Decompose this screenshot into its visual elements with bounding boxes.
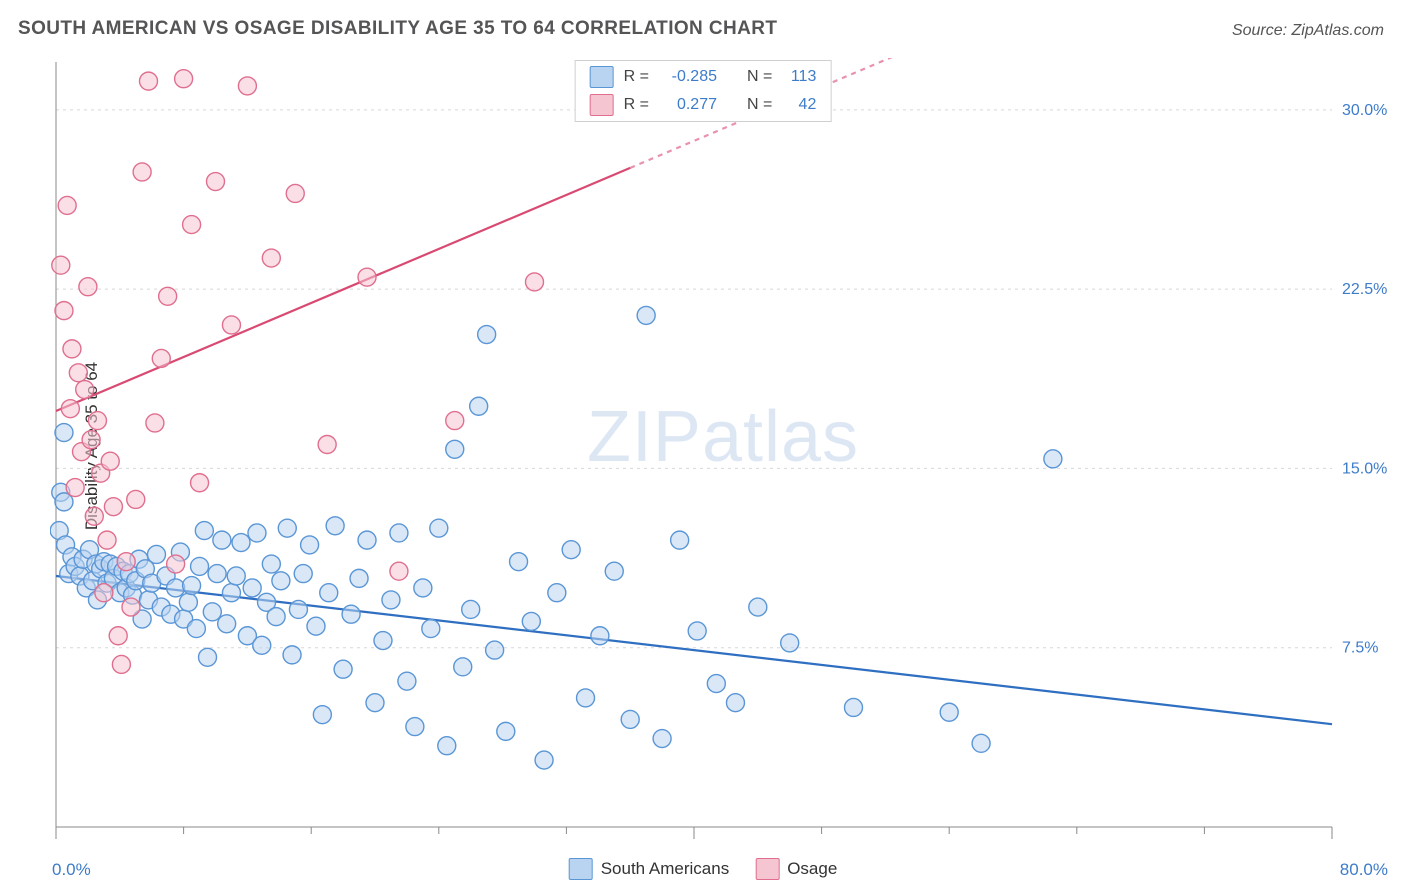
legend-swatch-2 [755, 858, 779, 880]
plot-area: 7.5%15.0%22.5%30.0% ZIPatlas [50, 58, 1396, 847]
r-value-1: -0.285 [659, 68, 717, 86]
chart-title: SOUTH AMERICAN VS OSAGE DISABILITY AGE 3… [18, 18, 777, 40]
legend-swatch-1 [569, 858, 593, 880]
n-label: N = [747, 68, 772, 86]
series-legend: South Americans Osage [569, 858, 838, 880]
legend-label-1: South Americans [601, 859, 730, 879]
svg-text:30.0%: 30.0% [1342, 102, 1387, 119]
legend-label-2: Osage [787, 859, 837, 879]
chart-source: Source: ZipAtlas.com [1232, 22, 1384, 40]
chart-svg: 7.5% 15.0% 22.5% 30.0% [50, 58, 1396, 847]
n-value-1: 113 [782, 68, 816, 86]
n-label-2: N = [747, 96, 772, 114]
legend-row-1: R = -0.285 N = 113 [576, 63, 831, 91]
legend-row-2: R = 0.277 N = 42 [576, 91, 831, 119]
x-axis-end-label: 80.0% [1340, 860, 1388, 880]
n-value-2: 42 [782, 96, 816, 114]
r-label: R = [624, 68, 649, 86]
legend-item-2: Osage [755, 858, 837, 880]
x-axis-start-label: 0.0% [52, 860, 91, 880]
svg-text:22.5%: 22.5% [1342, 281, 1387, 298]
svg-text:7.5%: 7.5% [1342, 640, 1378, 657]
svg-text:15.0%: 15.0% [1342, 460, 1387, 477]
correlation-legend: R = -0.285 N = 113 R = 0.277 N = 42 [575, 60, 832, 122]
legend-item-1: South Americans [569, 858, 730, 880]
r-label-2: R = [624, 96, 649, 114]
swatch-series-1 [590, 66, 614, 88]
r-value-2: 0.277 [659, 96, 717, 114]
swatch-series-2 [590, 94, 614, 116]
